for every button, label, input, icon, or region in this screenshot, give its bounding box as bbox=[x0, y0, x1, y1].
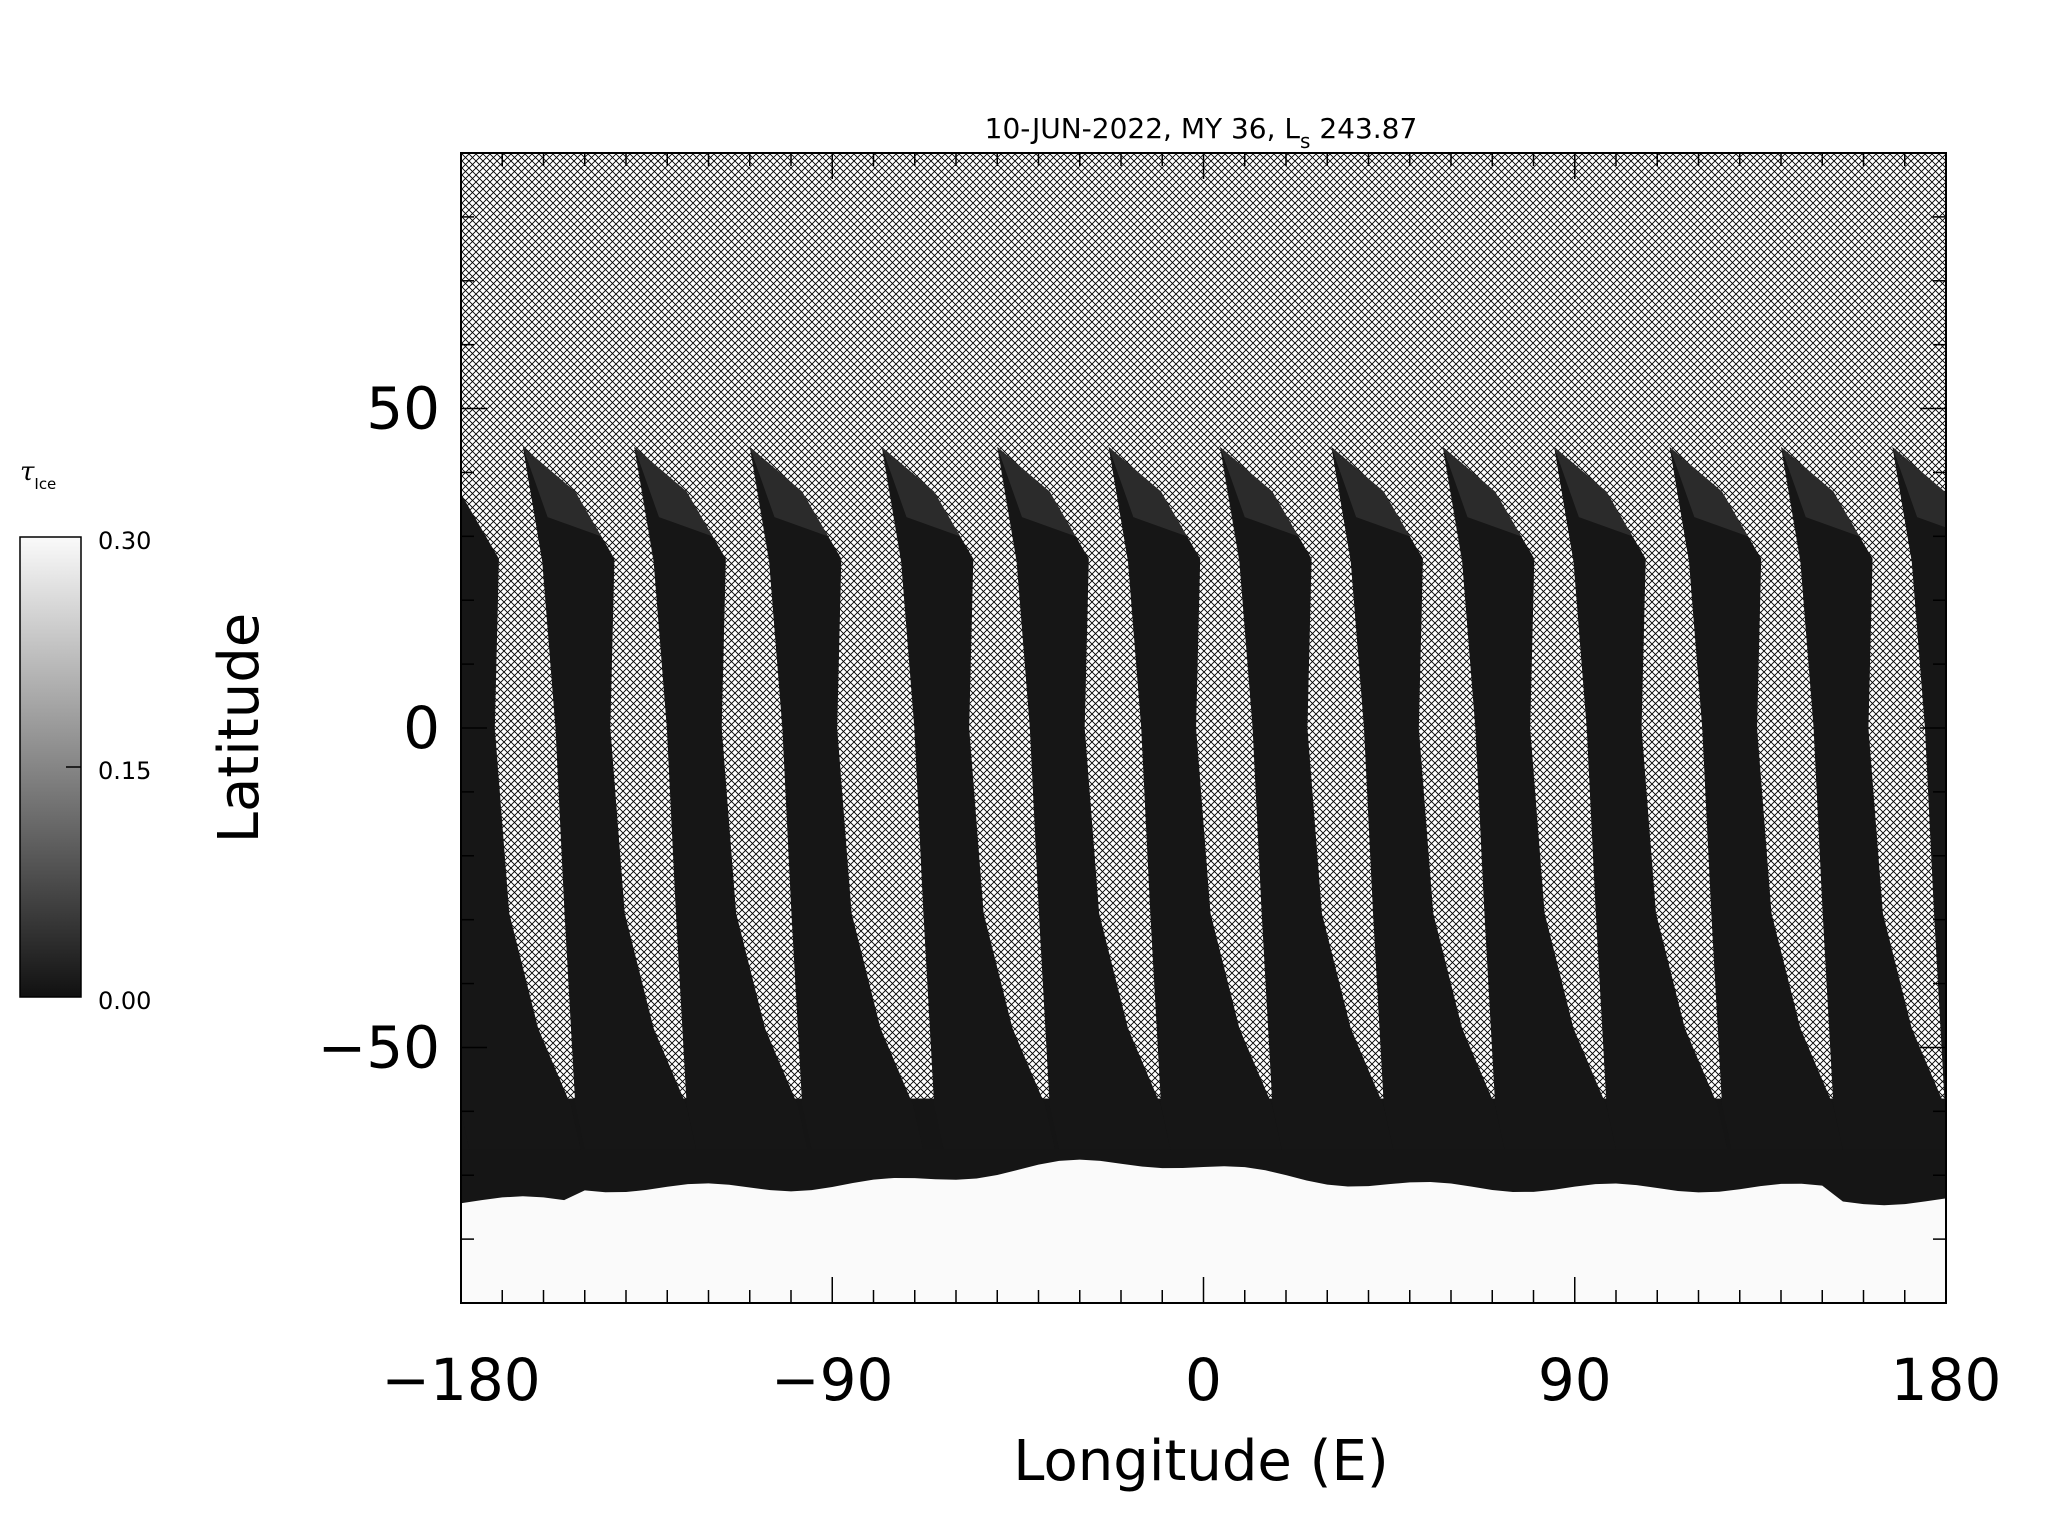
orbit-swath bbox=[1669, 446, 1843, 1150]
orbit-swath bbox=[1331, 446, 1505, 1150]
plot-area bbox=[0, 152, 2048, 1304]
swath-cloud-patch bbox=[1442, 446, 1522, 537]
orbit-swath bbox=[1220, 446, 1394, 1150]
x-tick-label: 90 bbox=[1538, 1346, 1612, 1414]
x-tick-label: −90 bbox=[771, 1346, 893, 1414]
colorbar-label-min: 0.00 bbox=[98, 987, 151, 1015]
swath-cloud-patch bbox=[1892, 446, 1946, 528]
y-tick-label: −50 bbox=[318, 1013, 440, 1081]
orbit-swath bbox=[1892, 446, 1946, 1111]
x-tick-label: 0 bbox=[1185, 1346, 1222, 1414]
orbit-swath bbox=[1554, 446, 1728, 1150]
orbit-swath bbox=[1108, 446, 1282, 1150]
swath-cloud-patch bbox=[522, 446, 602, 537]
swath-cloud-patch bbox=[1331, 446, 1410, 537]
y-tick-label: 0 bbox=[403, 694, 440, 762]
orbit-swath bbox=[2008, 447, 2048, 1150]
swath-layer bbox=[0, 446, 2048, 1303]
swath-cloud-patch bbox=[997, 446, 1076, 537]
colorbar-title: τIce bbox=[20, 457, 56, 493]
orbit-swath bbox=[634, 446, 808, 1150]
orbit-swath bbox=[997, 446, 1171, 1150]
x-tick-labels: −180 −90 0 90 180 bbox=[381, 1346, 2001, 1414]
x-axis-title: Longitude (E) bbox=[1013, 1429, 1388, 1494]
swath-cloud-patch bbox=[749, 446, 829, 537]
chart-title: 10-JUN-2022, MY 36, Ls 243.87 bbox=[985, 112, 1418, 153]
swath-cloud-patch bbox=[1108, 446, 1187, 537]
orbit-swath bbox=[0, 447, 20, 1150]
orbit-swath bbox=[461, 493, 581, 1150]
orbit-swath bbox=[749, 446, 923, 1150]
polar-cap-region bbox=[461, 1159, 1946, 1303]
y-axis-title: Latitude bbox=[207, 613, 272, 843]
swath-cloud-patch bbox=[1669, 446, 1748, 537]
swath-cloud-patch bbox=[1781, 446, 1860, 537]
swath-cloud-patch bbox=[634, 446, 713, 537]
y-tick-label: 50 bbox=[366, 375, 440, 443]
orbit-swath bbox=[461, 1112, 470, 1150]
orbit-swath bbox=[1442, 446, 1616, 1150]
swath-cloud-patch bbox=[881, 446, 961, 537]
y-tick-labels: −50 0 50 bbox=[318, 375, 440, 1082]
colorbar-label-max: 0.30 bbox=[98, 527, 151, 555]
swath-cloud-patch bbox=[1554, 446, 1633, 537]
orbit-swath bbox=[881, 446, 1055, 1150]
orbit-swath bbox=[522, 446, 697, 1150]
orbit-swath bbox=[1781, 446, 1946, 1150]
swath-cloud-patch bbox=[1220, 446, 1299, 537]
tick-layer bbox=[460, 152, 1947, 1304]
colorbar: τIce 0.30 0.15 0.00 bbox=[19, 457, 151, 1015]
x-tick-label: −180 bbox=[381, 1346, 540, 1414]
x-tick-label: 180 bbox=[1891, 1346, 2002, 1414]
colorbar-label-mid: 0.15 bbox=[98, 757, 151, 785]
